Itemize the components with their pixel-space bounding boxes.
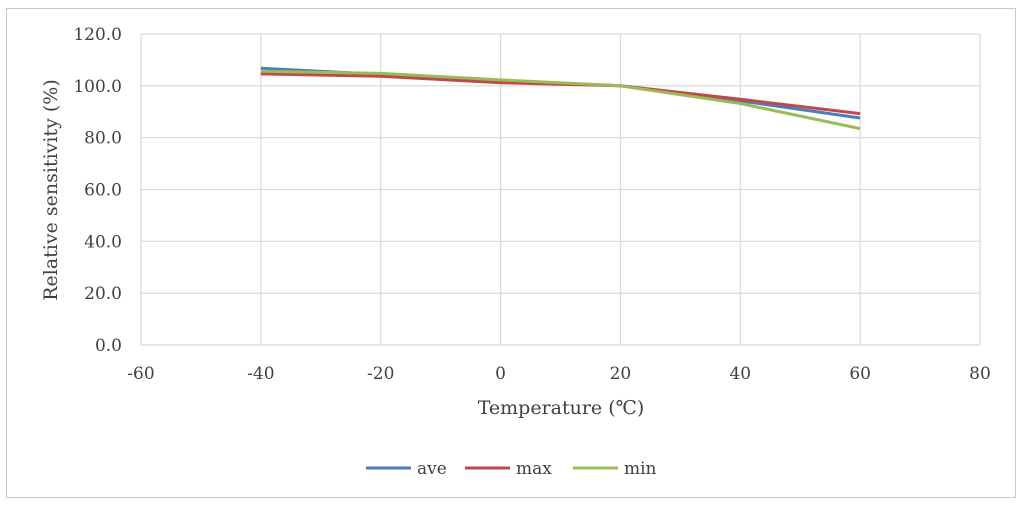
x-axis-title: Temperature (℃) — [478, 397, 645, 419]
y-tick-label: 60.0 — [84, 181, 122, 201]
horizontal-gridlines — [141, 33, 980, 346]
x-tick-label: -60 — [127, 364, 154, 384]
x-tick-label: -40 — [247, 364, 274, 384]
y-tick-label: 120.0 — [73, 25, 122, 45]
series-line-max — [260, 72, 861, 116]
x-tick-label: 80 — [969, 364, 991, 384]
y-axis-title: Relative sensitivity (%) — [40, 79, 62, 301]
legend-label: max — [516, 459, 552, 479]
y-tick-label: 80.0 — [84, 129, 122, 149]
legend: ave max min — [366, 459, 657, 479]
legend-item-min: min — [573, 459, 657, 479]
x-tick-label: 20 — [610, 364, 632, 384]
y-tick-label: 100.0 — [73, 77, 122, 97]
legend-item-ave: ave — [366, 459, 447, 479]
x-axis-tick-labels: -60 -40 -20 0 20 40 60 80 — [127, 364, 991, 384]
legend-label: min — [624, 459, 657, 479]
x-tick-label: 0 — [495, 364, 506, 384]
legend-label: ave — [417, 459, 447, 479]
series-line-min — [260, 69, 861, 131]
x-tick-label: 40 — [729, 364, 751, 384]
chart-frame — [6, 8, 1016, 498]
x-tick-label: -20 — [367, 364, 394, 384]
x-tick-label: 60 — [849, 364, 871, 384]
y-axis-tick-labels: 0.0 20.0 40.0 60.0 80.0 100.0 120.0 — [73, 25, 122, 356]
y-tick-label: 20.0 — [84, 284, 122, 304]
y-tick-label: 40.0 — [84, 232, 122, 252]
series-lines — [260, 66, 861, 131]
y-tick-label: 0.0 — [95, 336, 122, 356]
legend-item-max: max — [465, 459, 552, 479]
